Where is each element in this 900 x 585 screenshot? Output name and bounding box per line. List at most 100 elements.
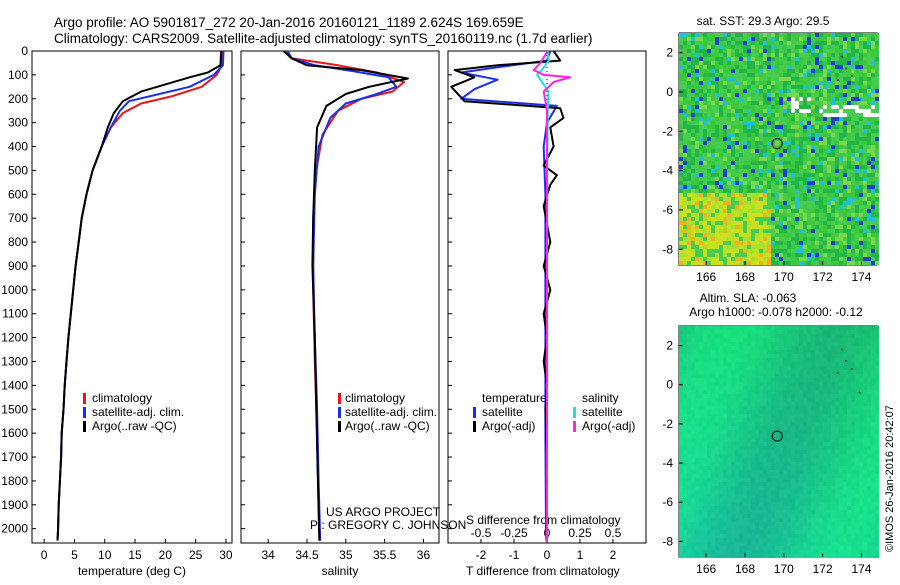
map-cell <box>835 249 839 253</box>
map-y-tick-label: -6 <box>662 203 673 217</box>
map-cell <box>783 197 787 201</box>
map-cell <box>851 261 855 265</box>
map-cell <box>807 149 811 153</box>
map-cell <box>815 153 819 157</box>
map-cell <box>707 354 711 358</box>
map-cell <box>867 185 871 189</box>
map-cell <box>823 225 827 229</box>
map-cell <box>755 446 759 450</box>
map-cell <box>783 394 787 398</box>
map-cell <box>863 85 867 89</box>
map-cell <box>871 205 875 209</box>
map-cell <box>711 426 715 430</box>
map-cell <box>695 406 699 410</box>
map-cell <box>875 45 879 49</box>
map-cell <box>711 41 715 45</box>
map-cell <box>703 382 707 386</box>
map-cell <box>835 430 839 434</box>
map-cell <box>815 85 819 89</box>
map-cell <box>707 189 711 193</box>
map-cell <box>787 249 791 253</box>
map-cell <box>795 354 799 358</box>
map-cell <box>835 442 839 446</box>
map-cell <box>807 414 811 418</box>
map-cell <box>863 217 867 221</box>
map-cell <box>695 374 699 378</box>
map-cell <box>711 109 715 113</box>
map-cell <box>843 434 847 438</box>
map-cell <box>855 85 859 89</box>
map-cell <box>859 338 863 342</box>
map-cell <box>859 217 863 221</box>
map-cell <box>835 398 839 402</box>
map-cell <box>835 213 839 217</box>
map-cell <box>691 177 695 181</box>
map-cell <box>783 37 787 41</box>
map-cell <box>735 137 739 141</box>
map-cell <box>735 398 739 402</box>
map-cell <box>779 338 783 342</box>
map-cell <box>755 189 759 193</box>
map-cell <box>835 197 839 201</box>
map-cell <box>683 338 687 342</box>
map-cell <box>731 141 735 145</box>
map-cell <box>855 249 859 253</box>
map-cell <box>751 173 755 177</box>
map-y-tick-label: 0 <box>666 85 673 99</box>
map-cell <box>791 249 795 253</box>
map-cell <box>795 113 799 117</box>
map-cell <box>783 69 787 73</box>
map-cell <box>783 113 787 117</box>
map-cell <box>787 253 791 257</box>
map-cell <box>731 89 735 93</box>
map-cell <box>731 73 735 77</box>
map-cell <box>803 406 807 410</box>
map-cell <box>863 422 867 426</box>
map-cell <box>699 350 703 354</box>
map-cell <box>731 57 735 61</box>
map-cell <box>775 65 779 69</box>
map-cell <box>795 418 799 422</box>
map-cell <box>779 113 783 117</box>
map-cell <box>875 382 879 386</box>
map-cell <box>859 145 863 149</box>
map-cell <box>795 438 799 442</box>
map-cell <box>787 217 791 221</box>
map-cell <box>807 141 811 145</box>
map-cell <box>739 197 743 201</box>
map-cell <box>855 161 859 165</box>
map-cell <box>763 89 767 93</box>
map-cell <box>859 41 863 45</box>
map-cell <box>791 141 795 145</box>
map-cell <box>771 350 775 354</box>
map-cell <box>715 414 719 418</box>
map-cell <box>787 257 791 261</box>
map-cell <box>683 169 687 173</box>
map-cell <box>735 249 739 253</box>
map-cell <box>783 378 787 382</box>
map-cell <box>771 342 775 346</box>
map-cell <box>687 165 691 169</box>
map-cell <box>699 474 703 478</box>
map-cell <box>827 69 831 73</box>
map-cell <box>847 229 851 233</box>
map-cell <box>795 225 799 229</box>
map-cell <box>779 169 783 173</box>
map-cell <box>851 438 855 442</box>
map-cell <box>795 374 799 378</box>
map-cell <box>715 334 719 338</box>
map-cell <box>795 197 799 201</box>
map-cell <box>811 398 815 402</box>
map-cell <box>867 49 871 53</box>
map-cell <box>767 390 771 394</box>
map-cell <box>763 366 767 370</box>
map-cell <box>759 233 763 237</box>
map-cell <box>739 382 743 386</box>
map-cell <box>727 374 731 378</box>
map-cell <box>763 45 767 49</box>
map-cell <box>703 61 707 65</box>
map-cell <box>787 370 791 374</box>
map-cell <box>707 418 711 422</box>
map-cell <box>787 241 791 245</box>
map-cell <box>863 426 867 430</box>
